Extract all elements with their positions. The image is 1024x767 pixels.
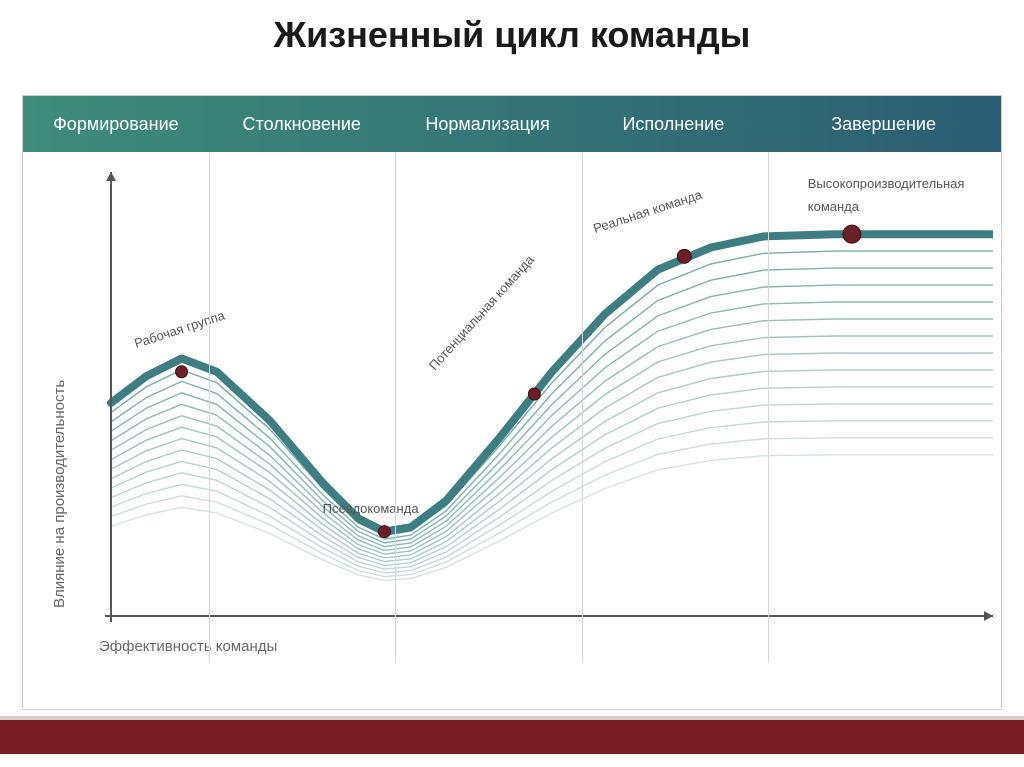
slide: Жизненный цикл команды ФормированиеСтолк… [0, 0, 1024, 767]
stage-label: Нормализация [395, 96, 581, 152]
stage-label: Столкновение [209, 96, 395, 152]
stage-divider [395, 152, 396, 663]
chart-frame: ФормированиеСтолкновениеНормализацияИспо… [22, 95, 1002, 710]
stage-divider [209, 152, 210, 663]
plot-area: Рабочая группаПсевдокомандаПотенциальная… [93, 166, 993, 646]
curve-label: Псевдокоманда [323, 501, 419, 516]
stage-label: Завершение [766, 96, 1001, 152]
curve-label: команда [808, 199, 859, 214]
y-axis-label: Влияние на производительность [51, 380, 68, 608]
stage-divider [582, 152, 583, 663]
plot-svg [93, 166, 993, 646]
stage-label: Исполнение [580, 96, 766, 152]
stage-label: Формирование [23, 96, 209, 152]
bottom-bar [0, 720, 1024, 754]
stage-divider [768, 152, 769, 663]
stage-bar: ФормированиеСтолкновениеНормализацияИспо… [23, 96, 1001, 152]
slide-title: Жизненный цикл команды [0, 0, 1024, 56]
curve-label: Высокопроизводительная [808, 176, 965, 191]
